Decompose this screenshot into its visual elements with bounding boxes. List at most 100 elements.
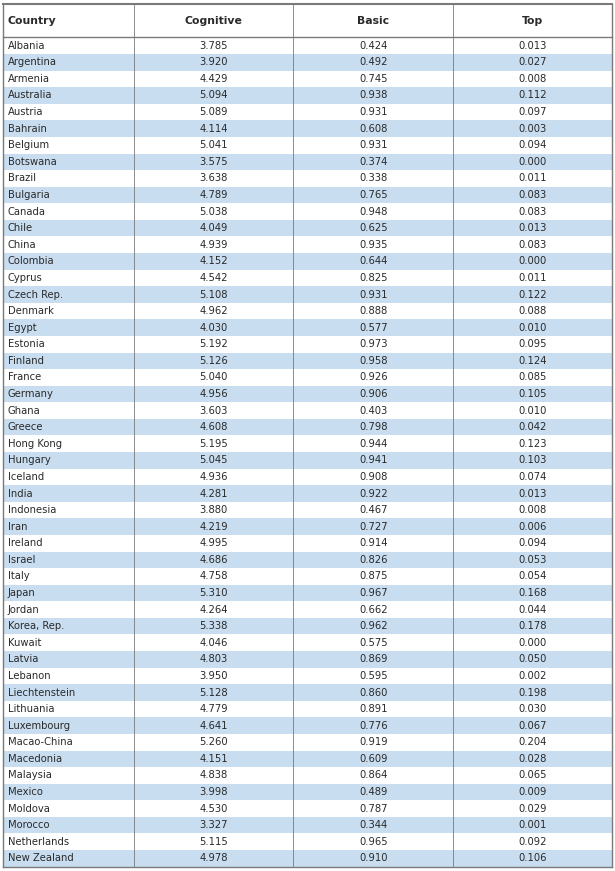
Text: 5.128: 5.128 xyxy=(199,687,228,698)
Text: 0.948: 0.948 xyxy=(359,206,387,217)
Text: Jordan: Jordan xyxy=(8,604,40,615)
Text: 0.042: 0.042 xyxy=(518,422,547,432)
Text: 0.787: 0.787 xyxy=(359,804,387,814)
Text: 0.935: 0.935 xyxy=(359,240,387,250)
Bar xyxy=(3,767,612,784)
Bar xyxy=(3,834,612,850)
Text: Argentina: Argentina xyxy=(8,57,57,67)
Text: 0.926: 0.926 xyxy=(359,373,387,382)
Bar xyxy=(3,518,612,535)
Text: 0.088: 0.088 xyxy=(518,306,547,316)
Text: Luxembourg: Luxembourg xyxy=(8,720,70,731)
Bar xyxy=(3,303,612,320)
Text: 0.910: 0.910 xyxy=(359,854,387,863)
Text: Cognitive: Cognitive xyxy=(184,16,243,26)
Text: 0.424: 0.424 xyxy=(359,41,387,51)
Text: 0.083: 0.083 xyxy=(518,240,547,250)
Bar xyxy=(3,718,612,734)
Bar xyxy=(3,203,612,219)
Bar xyxy=(3,287,612,303)
Bar xyxy=(3,535,612,551)
Text: 3.785: 3.785 xyxy=(199,41,228,51)
Bar xyxy=(3,37,612,54)
Text: 0.092: 0.092 xyxy=(518,837,547,847)
Text: 0.860: 0.860 xyxy=(359,687,387,698)
Text: 0.044: 0.044 xyxy=(518,604,547,615)
Text: 5.338: 5.338 xyxy=(199,621,228,631)
Text: 0.013: 0.013 xyxy=(518,223,547,233)
Text: Malaysia: Malaysia xyxy=(8,771,52,780)
Text: 0.010: 0.010 xyxy=(518,406,547,415)
Bar xyxy=(3,502,612,518)
Bar xyxy=(3,71,612,87)
Bar xyxy=(3,784,612,800)
Text: 0.875: 0.875 xyxy=(359,571,387,582)
Text: 0.006: 0.006 xyxy=(518,522,547,531)
Text: 0.085: 0.085 xyxy=(518,373,547,382)
Text: 4.936: 4.936 xyxy=(199,472,228,482)
Bar xyxy=(3,104,612,120)
Text: 0.053: 0.053 xyxy=(518,555,547,565)
Text: 0.050: 0.050 xyxy=(518,654,547,665)
Text: Estonia: Estonia xyxy=(8,339,45,349)
Text: 3.880: 3.880 xyxy=(200,505,228,515)
Text: Liechtenstein: Liechtenstein xyxy=(8,687,75,698)
Text: 0.002: 0.002 xyxy=(518,671,547,681)
Text: Germany: Germany xyxy=(8,389,54,399)
Bar xyxy=(3,634,612,651)
Text: 4.838: 4.838 xyxy=(200,771,228,780)
Text: Finland: Finland xyxy=(8,356,44,366)
Text: 0.106: 0.106 xyxy=(518,854,547,863)
Text: 3.638: 3.638 xyxy=(199,173,228,184)
Text: Iran: Iran xyxy=(8,522,28,531)
Text: 5.040: 5.040 xyxy=(199,373,228,382)
Text: New Zealand: New Zealand xyxy=(8,854,74,863)
Text: 0.094: 0.094 xyxy=(518,140,547,151)
Text: Mexico: Mexico xyxy=(8,787,43,797)
Text: 0.105: 0.105 xyxy=(518,389,547,399)
Bar xyxy=(3,701,612,718)
Text: 0.944: 0.944 xyxy=(359,439,387,449)
Text: 0.941: 0.941 xyxy=(359,456,387,465)
Text: 0.967: 0.967 xyxy=(359,588,387,598)
Text: 0.074: 0.074 xyxy=(518,472,547,482)
Text: 0.489: 0.489 xyxy=(359,787,387,797)
Text: Austria: Austria xyxy=(8,107,44,117)
Text: Czech Rep.: Czech Rep. xyxy=(8,289,63,300)
Text: 0.198: 0.198 xyxy=(518,687,547,698)
Text: 4.114: 4.114 xyxy=(199,124,228,133)
Text: 0.888: 0.888 xyxy=(359,306,387,316)
Text: 4.962: 4.962 xyxy=(199,306,228,316)
Text: 4.686: 4.686 xyxy=(199,555,228,565)
Text: 4.939: 4.939 xyxy=(199,240,228,250)
Text: Denmark: Denmark xyxy=(8,306,54,316)
Text: 4.978: 4.978 xyxy=(199,854,228,863)
Text: 0.013: 0.013 xyxy=(518,489,547,498)
Text: China: China xyxy=(8,240,37,250)
Text: 0.178: 0.178 xyxy=(518,621,547,631)
Text: 3.950: 3.950 xyxy=(199,671,228,681)
Text: 5.045: 5.045 xyxy=(199,456,228,465)
Bar xyxy=(3,153,612,170)
Bar xyxy=(3,320,612,336)
Text: 5.192: 5.192 xyxy=(199,339,228,349)
Text: 0.577: 0.577 xyxy=(359,322,387,333)
Text: 0.123: 0.123 xyxy=(518,439,547,449)
Bar xyxy=(3,137,612,153)
Bar xyxy=(3,419,612,436)
Bar xyxy=(3,270,612,287)
Text: 0.906: 0.906 xyxy=(359,389,387,399)
Text: 4.542: 4.542 xyxy=(199,273,228,283)
Text: 5.108: 5.108 xyxy=(199,289,228,300)
Text: 0.644: 0.644 xyxy=(359,256,387,267)
Bar xyxy=(3,369,612,386)
Bar xyxy=(3,353,612,369)
Text: 5.115: 5.115 xyxy=(199,837,228,847)
Text: 0.103: 0.103 xyxy=(518,456,547,465)
Text: 0.097: 0.097 xyxy=(518,107,547,117)
Text: 4.264: 4.264 xyxy=(199,604,228,615)
Text: 0.492: 0.492 xyxy=(359,57,387,67)
Text: Italy: Italy xyxy=(8,571,30,582)
Bar xyxy=(3,485,612,502)
Text: India: India xyxy=(8,489,33,498)
